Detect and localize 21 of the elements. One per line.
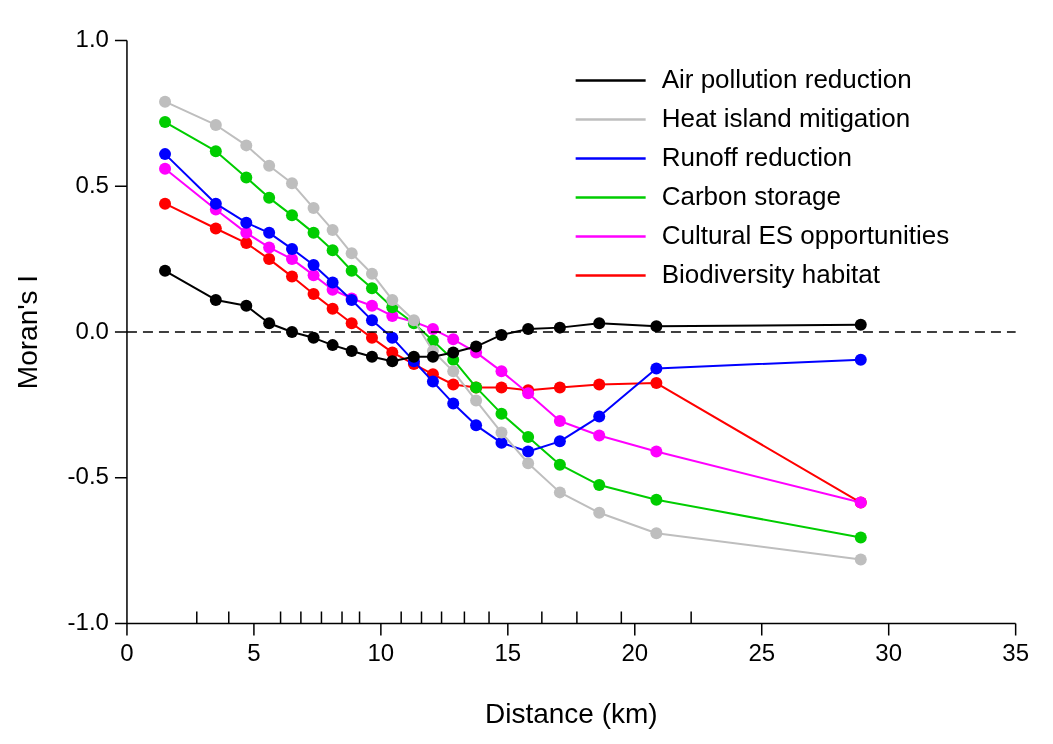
legend-label: Heat island mitigation (661, 102, 911, 133)
legend-label: Cultural ES opportunities (661, 219, 950, 250)
legend-label: Carbon storage (661, 180, 841, 211)
legend-label: Biodiversity habitat (661, 258, 881, 289)
x-tick-label: 15 (494, 638, 522, 666)
x-tick-label: 35 (1002, 638, 1029, 666)
y-tick-label: 0.0 (75, 316, 109, 344)
x-tick-label: 0 (120, 638, 134, 666)
x-tick-label: 10 (367, 638, 395, 666)
y-axis-title: Moran's I (11, 274, 43, 390)
x-tick-label: 25 (748, 638, 776, 666)
legend-label: Air pollution reduction (661, 63, 912, 94)
x-tick-label: 5 (247, 638, 261, 666)
y-tick-label: -1.0 (67, 608, 109, 636)
legend-label: Runoff reduction (661, 141, 852, 172)
y-tick-label: 0.5 (75, 170, 109, 198)
x-tick-label: 30 (875, 638, 903, 666)
y-tick-label: 1.0 (75, 25, 109, 53)
y-tick-label: -0.5 (67, 462, 109, 490)
x-tick-label: 20 (621, 638, 649, 666)
x-axis-title: Distance (km) (484, 697, 658, 729)
